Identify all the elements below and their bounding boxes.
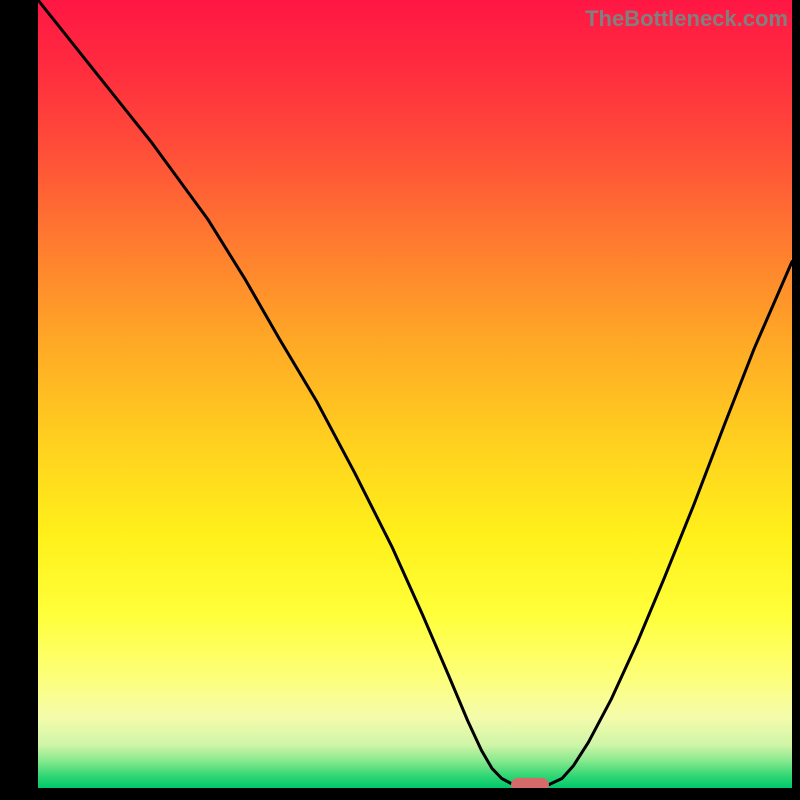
watermark-text: TheBottleneck.com [585,6,788,32]
bottleneck-chart [0,0,800,800]
chart-border-right [792,0,800,800]
chart-border-left [0,0,38,800]
gradient-background [38,0,792,788]
chart-border-bottom [0,788,800,800]
